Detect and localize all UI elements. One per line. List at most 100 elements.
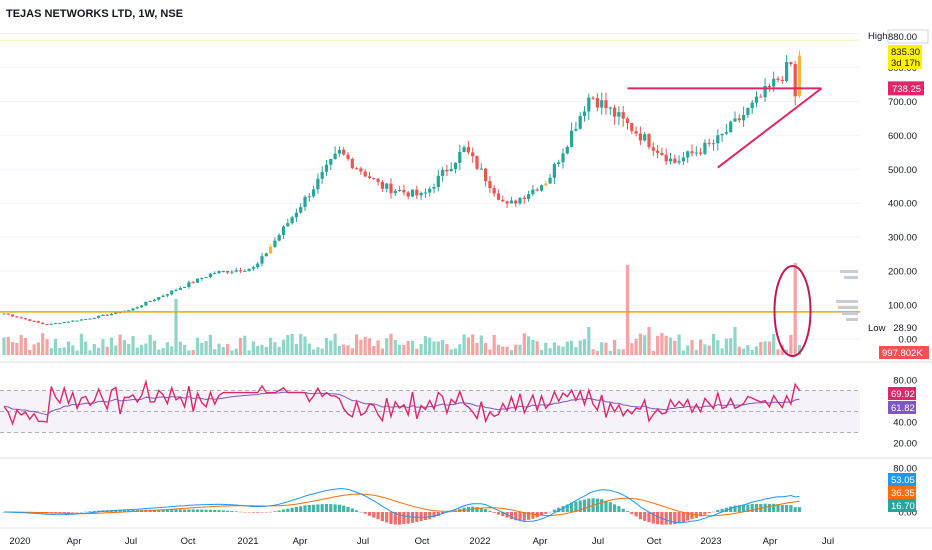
candle-body — [613, 107, 617, 117]
macd-histogram-bar — [281, 509, 286, 512]
macd-histogram-bar — [484, 509, 488, 512]
time-tick-label: Jul — [357, 536, 369, 547]
candle-body — [484, 168, 488, 182]
volume-bar — [694, 349, 698, 355]
volume-bar — [625, 265, 630, 355]
candle-body — [406, 192, 410, 197]
candle-body — [75, 320, 79, 322]
volume-bar — [32, 344, 36, 355]
macd-histogram-bar — [789, 505, 793, 512]
volume-bar — [668, 337, 673, 355]
time-tick-label: Jul — [822, 536, 834, 547]
volume-bar — [2, 337, 6, 355]
macd-histogram-bar — [479, 507, 483, 512]
candle-body — [389, 183, 393, 194]
macd-histogram-bar — [514, 512, 518, 521]
candle-body — [393, 191, 397, 194]
macd-histogram-bar — [71, 512, 75, 513]
macd-histogram-bar — [303, 505, 307, 512]
volume-bar — [660, 333, 664, 355]
candle-body — [780, 79, 784, 82]
volume-bar — [11, 341, 15, 355]
time-tick-label: Jul — [592, 536, 604, 547]
volume-bar — [75, 350, 79, 355]
countdown: 3d 17h — [891, 58, 920, 69]
macd-histogram-bar — [114, 509, 118, 512]
candle-body — [105, 314, 109, 316]
volume-bar — [200, 342, 204, 355]
volume-bar — [458, 344, 462, 355]
macd-histogram-bar — [621, 508, 625, 512]
macd-histogram-bar — [673, 512, 677, 525]
macd-histogram-bar — [492, 512, 496, 513]
macd-histogram-bar — [385, 512, 389, 523]
macd-line — [3, 488, 800, 524]
macd-histogram-bar — [604, 500, 608, 512]
volume-bar — [613, 339, 617, 355]
volume-profile-bar — [838, 306, 858, 309]
volume-bar — [703, 344, 707, 355]
volume-bar — [449, 349, 453, 355]
volume-bar — [269, 337, 273, 355]
candle-body — [230, 271, 234, 273]
macd-histogram-bar — [574, 501, 578, 512]
volume-bar — [673, 340, 677, 355]
macd-value: 53.05 — [891, 475, 915, 486]
candle-body — [307, 196, 311, 198]
macd-histogram-bar — [230, 511, 234, 512]
volume-bar — [664, 335, 668, 355]
volume-bar — [122, 340, 126, 355]
volume-bar — [333, 333, 337, 355]
volume-bar — [148, 334, 152, 355]
volume-bar — [724, 338, 728, 355]
volume-bar — [174, 299, 178, 355]
candle-body — [707, 142, 711, 144]
candle-body — [514, 200, 518, 204]
macd-histogram-bar — [200, 509, 204, 512]
candle-body — [436, 175, 440, 188]
volume-bar — [299, 333, 303, 355]
volume-bar — [402, 344, 406, 355]
candle-body — [767, 85, 771, 87]
volume-value-box — [879, 346, 929, 359]
macd-histogram-bar — [527, 512, 531, 520]
macd-histogram-bar — [531, 512, 535, 519]
volume-bar — [729, 338, 733, 355]
candle-body — [376, 178, 380, 182]
volume-bar — [329, 340, 333, 355]
volume-bar — [204, 341, 208, 355]
candle-body — [595, 98, 599, 108]
macd-histogram-bar — [561, 506, 565, 512]
volume-bar — [600, 342, 604, 355]
macd-histogram-bar — [363, 512, 367, 514]
volume-bar — [462, 334, 466, 355]
time-tick-label: 2021 — [237, 536, 258, 547]
candle-body — [118, 312, 122, 314]
candle-body — [32, 320, 36, 322]
macd-histogram-bar — [58, 512, 62, 514]
volume-bar — [432, 341, 436, 355]
candle-body — [221, 270, 225, 272]
volume-bar — [561, 346, 565, 355]
macd-histogram-bar — [372, 512, 376, 518]
candle-body — [350, 159, 354, 169]
volume-bar — [157, 349, 161, 355]
macd-histogram-bar — [496, 512, 501, 515]
candle-body — [127, 310, 131, 312]
macd-tick-label: 80.00 — [893, 464, 917, 475]
volume-bar — [548, 348, 552, 355]
candle-body — [445, 169, 449, 172]
candle-body — [88, 318, 92, 320]
time-tick-label: Apr — [763, 536, 778, 547]
macd-histogram-bar — [707, 512, 711, 514]
macd-histogram-bar — [79, 511, 83, 513]
volume-bar — [127, 343, 131, 355]
macd-histogram-bar — [264, 512, 268, 513]
candle-body — [187, 282, 191, 287]
volume-bar — [716, 340, 720, 355]
macd-histogram-bar — [733, 505, 737, 512]
macd-histogram-bar — [269, 511, 273, 513]
candle-body — [157, 297, 161, 300]
candle-body — [84, 318, 88, 320]
